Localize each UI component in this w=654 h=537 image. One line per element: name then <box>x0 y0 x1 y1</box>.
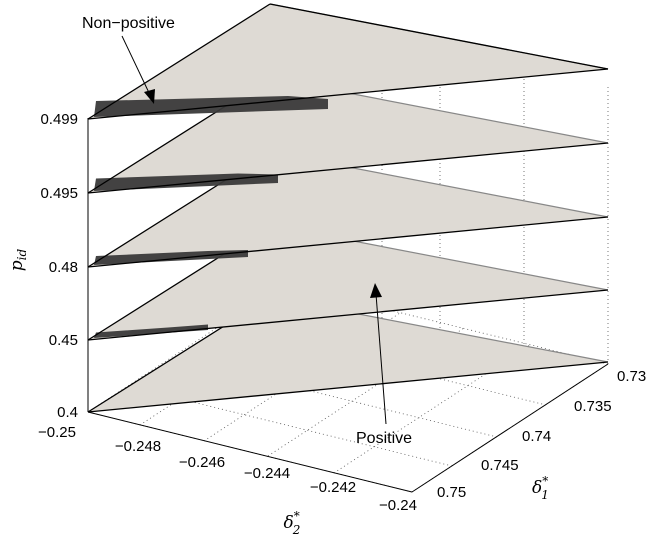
annotation-non-positive-arrow <box>121 35 152 98</box>
x-tick-label: −0.24 <box>379 497 417 514</box>
annotation-non-positive: Non−positive <box>82 15 175 32</box>
surface-layer-front-edge <box>87 216 609 268</box>
y-tick-label: 0.745 <box>481 457 519 474</box>
y-tick-label: 0.73 <box>617 368 646 385</box>
y-tick-label: 0.75 <box>437 484 466 501</box>
surface-layer-front-edge <box>87 361 609 413</box>
surface-layer-fill <box>88 297 608 412</box>
y-tick-label: 0.74 <box>522 428 551 445</box>
x-tick-label: −0.242 <box>310 479 356 496</box>
annotation-non-positive-arrowhead <box>144 89 155 104</box>
surface-layer-front-edge <box>87 142 609 194</box>
x-tick-label: −0.244 <box>244 465 290 482</box>
y-tick-label: 0.735 <box>574 398 612 415</box>
annotation-positive-arrow <box>375 293 387 425</box>
surface-layer <box>87 77 609 194</box>
annotation-positive-arrowhead <box>370 283 382 298</box>
surface-layer-fill <box>88 4 608 119</box>
z-tick-label: 0.45 <box>49 332 78 349</box>
z-axis: 0.4 0.45 0.48 0.495 0.499 pid <box>7 111 89 421</box>
surface-layer-fill <box>88 225 608 340</box>
y-axis-title: δ* 1 <box>532 474 549 502</box>
z-tick-label: 0.495 <box>40 185 78 202</box>
x-tick-label: −0.248 <box>115 438 161 455</box>
z-tick-label: 0.48 <box>49 259 78 276</box>
x-axis-line <box>87 411 413 493</box>
surface-layer-front-edge <box>87 289 609 341</box>
x-axis: −0.25 −0.248 −0.246 −0.244 −0.242 −0.24 … <box>38 411 417 537</box>
surface-layers <box>87 3 609 413</box>
non-positive-region <box>94 173 278 191</box>
y-axis-line <box>411 363 609 493</box>
surface-layer-left-edge <box>87 3 271 120</box>
surface-layer-front-edge <box>87 68 609 120</box>
non-positive-region <box>94 250 248 265</box>
x-tick-label: −0.25 <box>38 424 76 441</box>
x-tick-label: −0.246 <box>179 454 225 471</box>
z-axis-title: pid <box>7 248 29 271</box>
surface-layer-fill <box>88 152 608 267</box>
x-axis-title: δ* 2 <box>284 509 301 537</box>
surface-layer-fill <box>88 78 608 193</box>
y-axis: 0.73 0.735 0.74 0.745 0.75 δ* 1 <box>411 363 646 502</box>
non-positive-region <box>94 324 208 338</box>
surface-layer-top-back-edge <box>269 3 609 70</box>
z-tick-label: 0.499 <box>40 111 78 128</box>
annotation-positive: Positive <box>356 430 412 447</box>
z-tick-label: 0.4 <box>57 404 78 421</box>
annotations: Non−positive Positive <box>82 15 412 447</box>
